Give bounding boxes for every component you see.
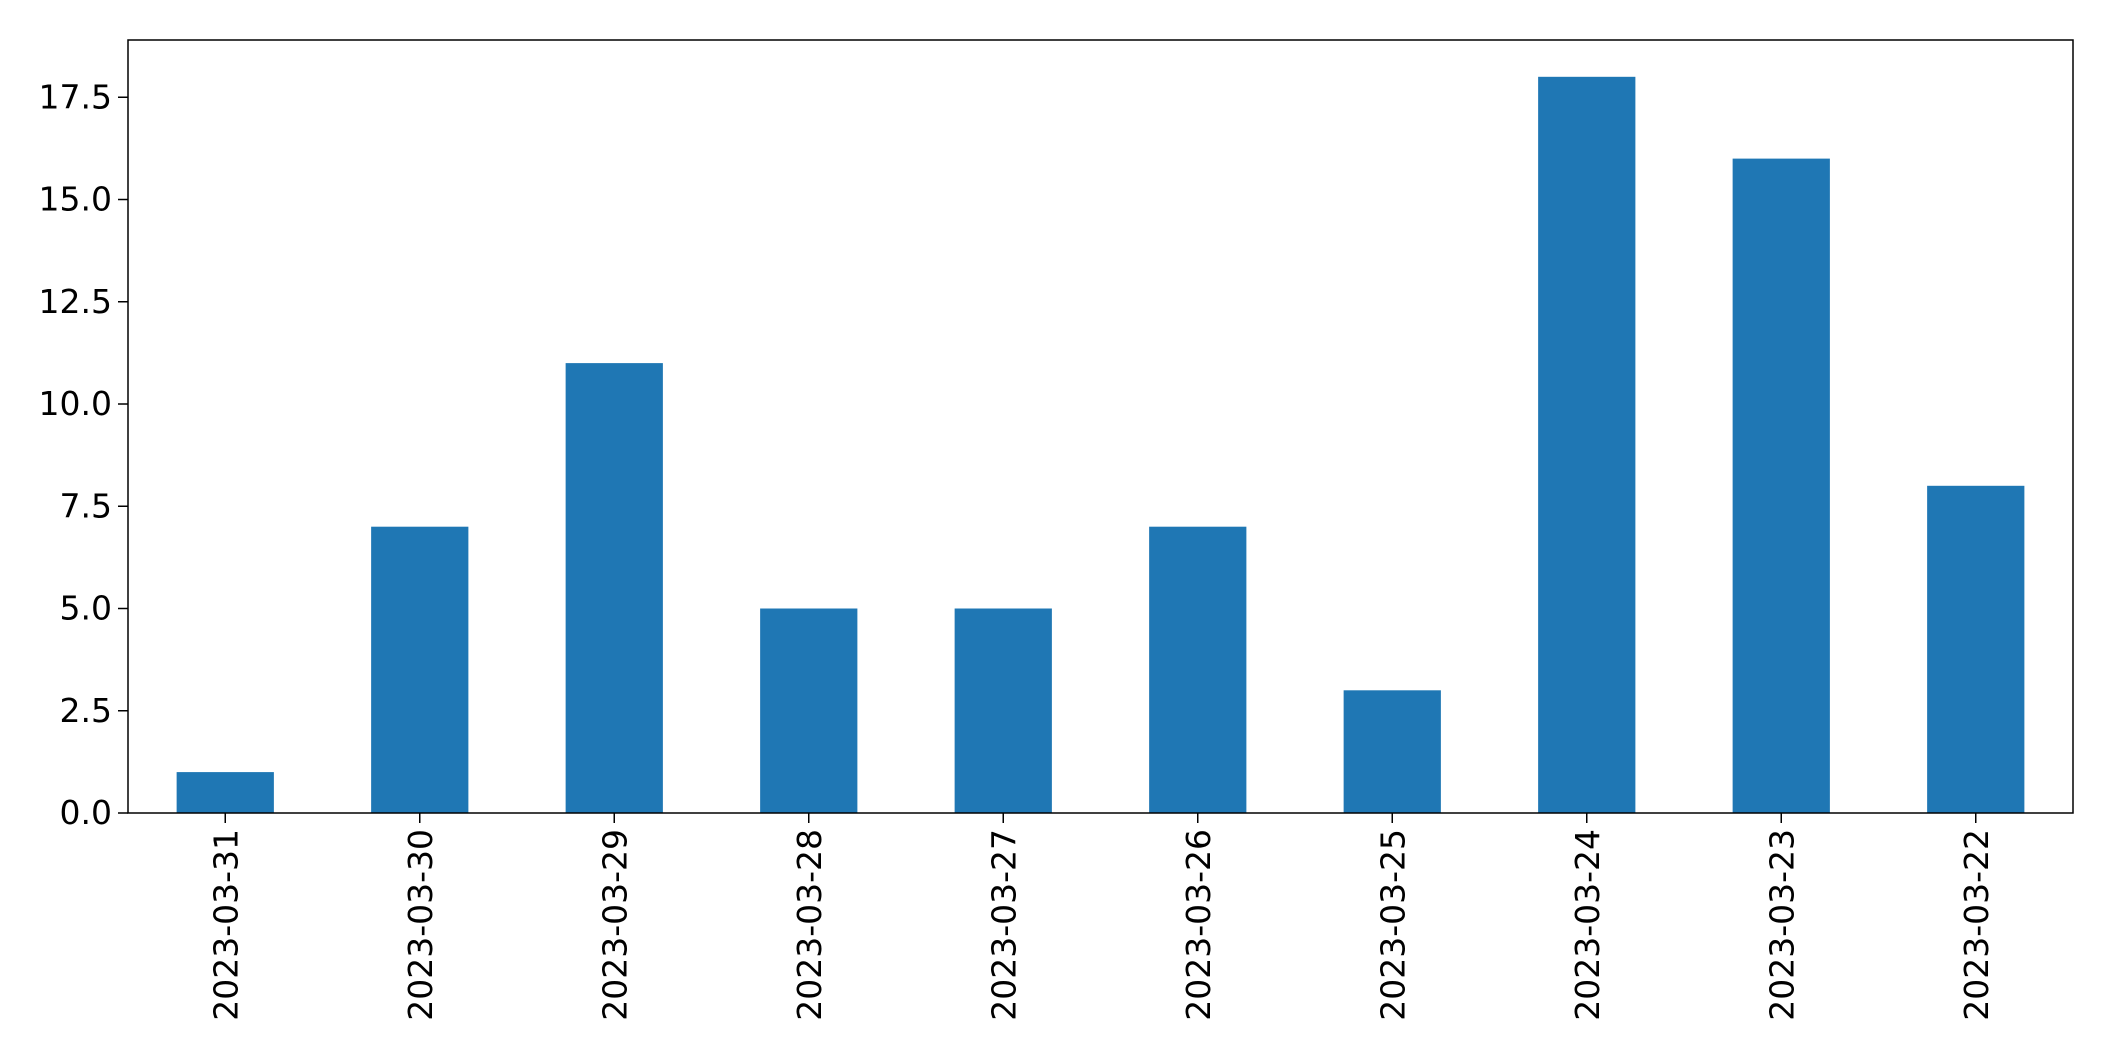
x-tick-label: 2023-03-22 <box>1957 829 1996 1021</box>
y-axis-ticks: 0.0 2.5 5.0 7.5 10.0 12.5 15.0 17.5 <box>39 77 128 832</box>
y-tick-label: 2.5 <box>60 691 112 730</box>
y-tick-label: 7.5 <box>60 486 112 525</box>
bar-2023-03-24 <box>1538 76 1636 813</box>
x-tick-label: 2023-03-29 <box>595 829 634 1021</box>
bar-2023-03-30 <box>371 526 469 813</box>
y-tick-label: 10.0 <box>39 384 112 423</box>
y-tick-label: 0.0 <box>60 793 112 832</box>
x-tick-label: 2023-03-26 <box>1179 829 1218 1021</box>
x-tick-label: 2023-03-27 <box>984 829 1023 1021</box>
y-tick-label: 5.0 <box>60 589 112 628</box>
bar-2023-03-22 <box>1927 485 2025 813</box>
x-tick-label: 2023-03-31 <box>206 829 245 1021</box>
x-tick-label: 2023-03-30 <box>401 829 440 1021</box>
x-tick-label: 2023-03-23 <box>1762 829 1801 1021</box>
y-tick-label: 12.5 <box>39 282 112 321</box>
bar-2023-03-25 <box>1343 690 1441 813</box>
x-axis-ticks: 2023-03-31 2023-03-30 2023-03-29 2023-03-28… <box>206 813 1996 1021</box>
x-tick-label: 2023-03-24 <box>1568 829 1607 1021</box>
x-tick-label: 2023-03-25 <box>1373 829 1412 1021</box>
y-tick-label: 17.5 <box>39 77 112 116</box>
x-tick-label: 2023-03-28 <box>790 829 829 1021</box>
y-tick-label: 15.0 <box>39 180 112 219</box>
bar-2023-03-26 <box>1149 526 1247 813</box>
plot-frame <box>127 39 2074 814</box>
bar-2023-03-29 <box>565 363 663 813</box>
bars-group <box>176 76 2025 814</box>
bar-2023-03-23 <box>1732 158 1830 814</box>
bar-2023-03-28 <box>760 608 858 813</box>
bar-2023-03-27 <box>954 608 1052 813</box>
bar-2023-03-31 <box>176 772 274 813</box>
